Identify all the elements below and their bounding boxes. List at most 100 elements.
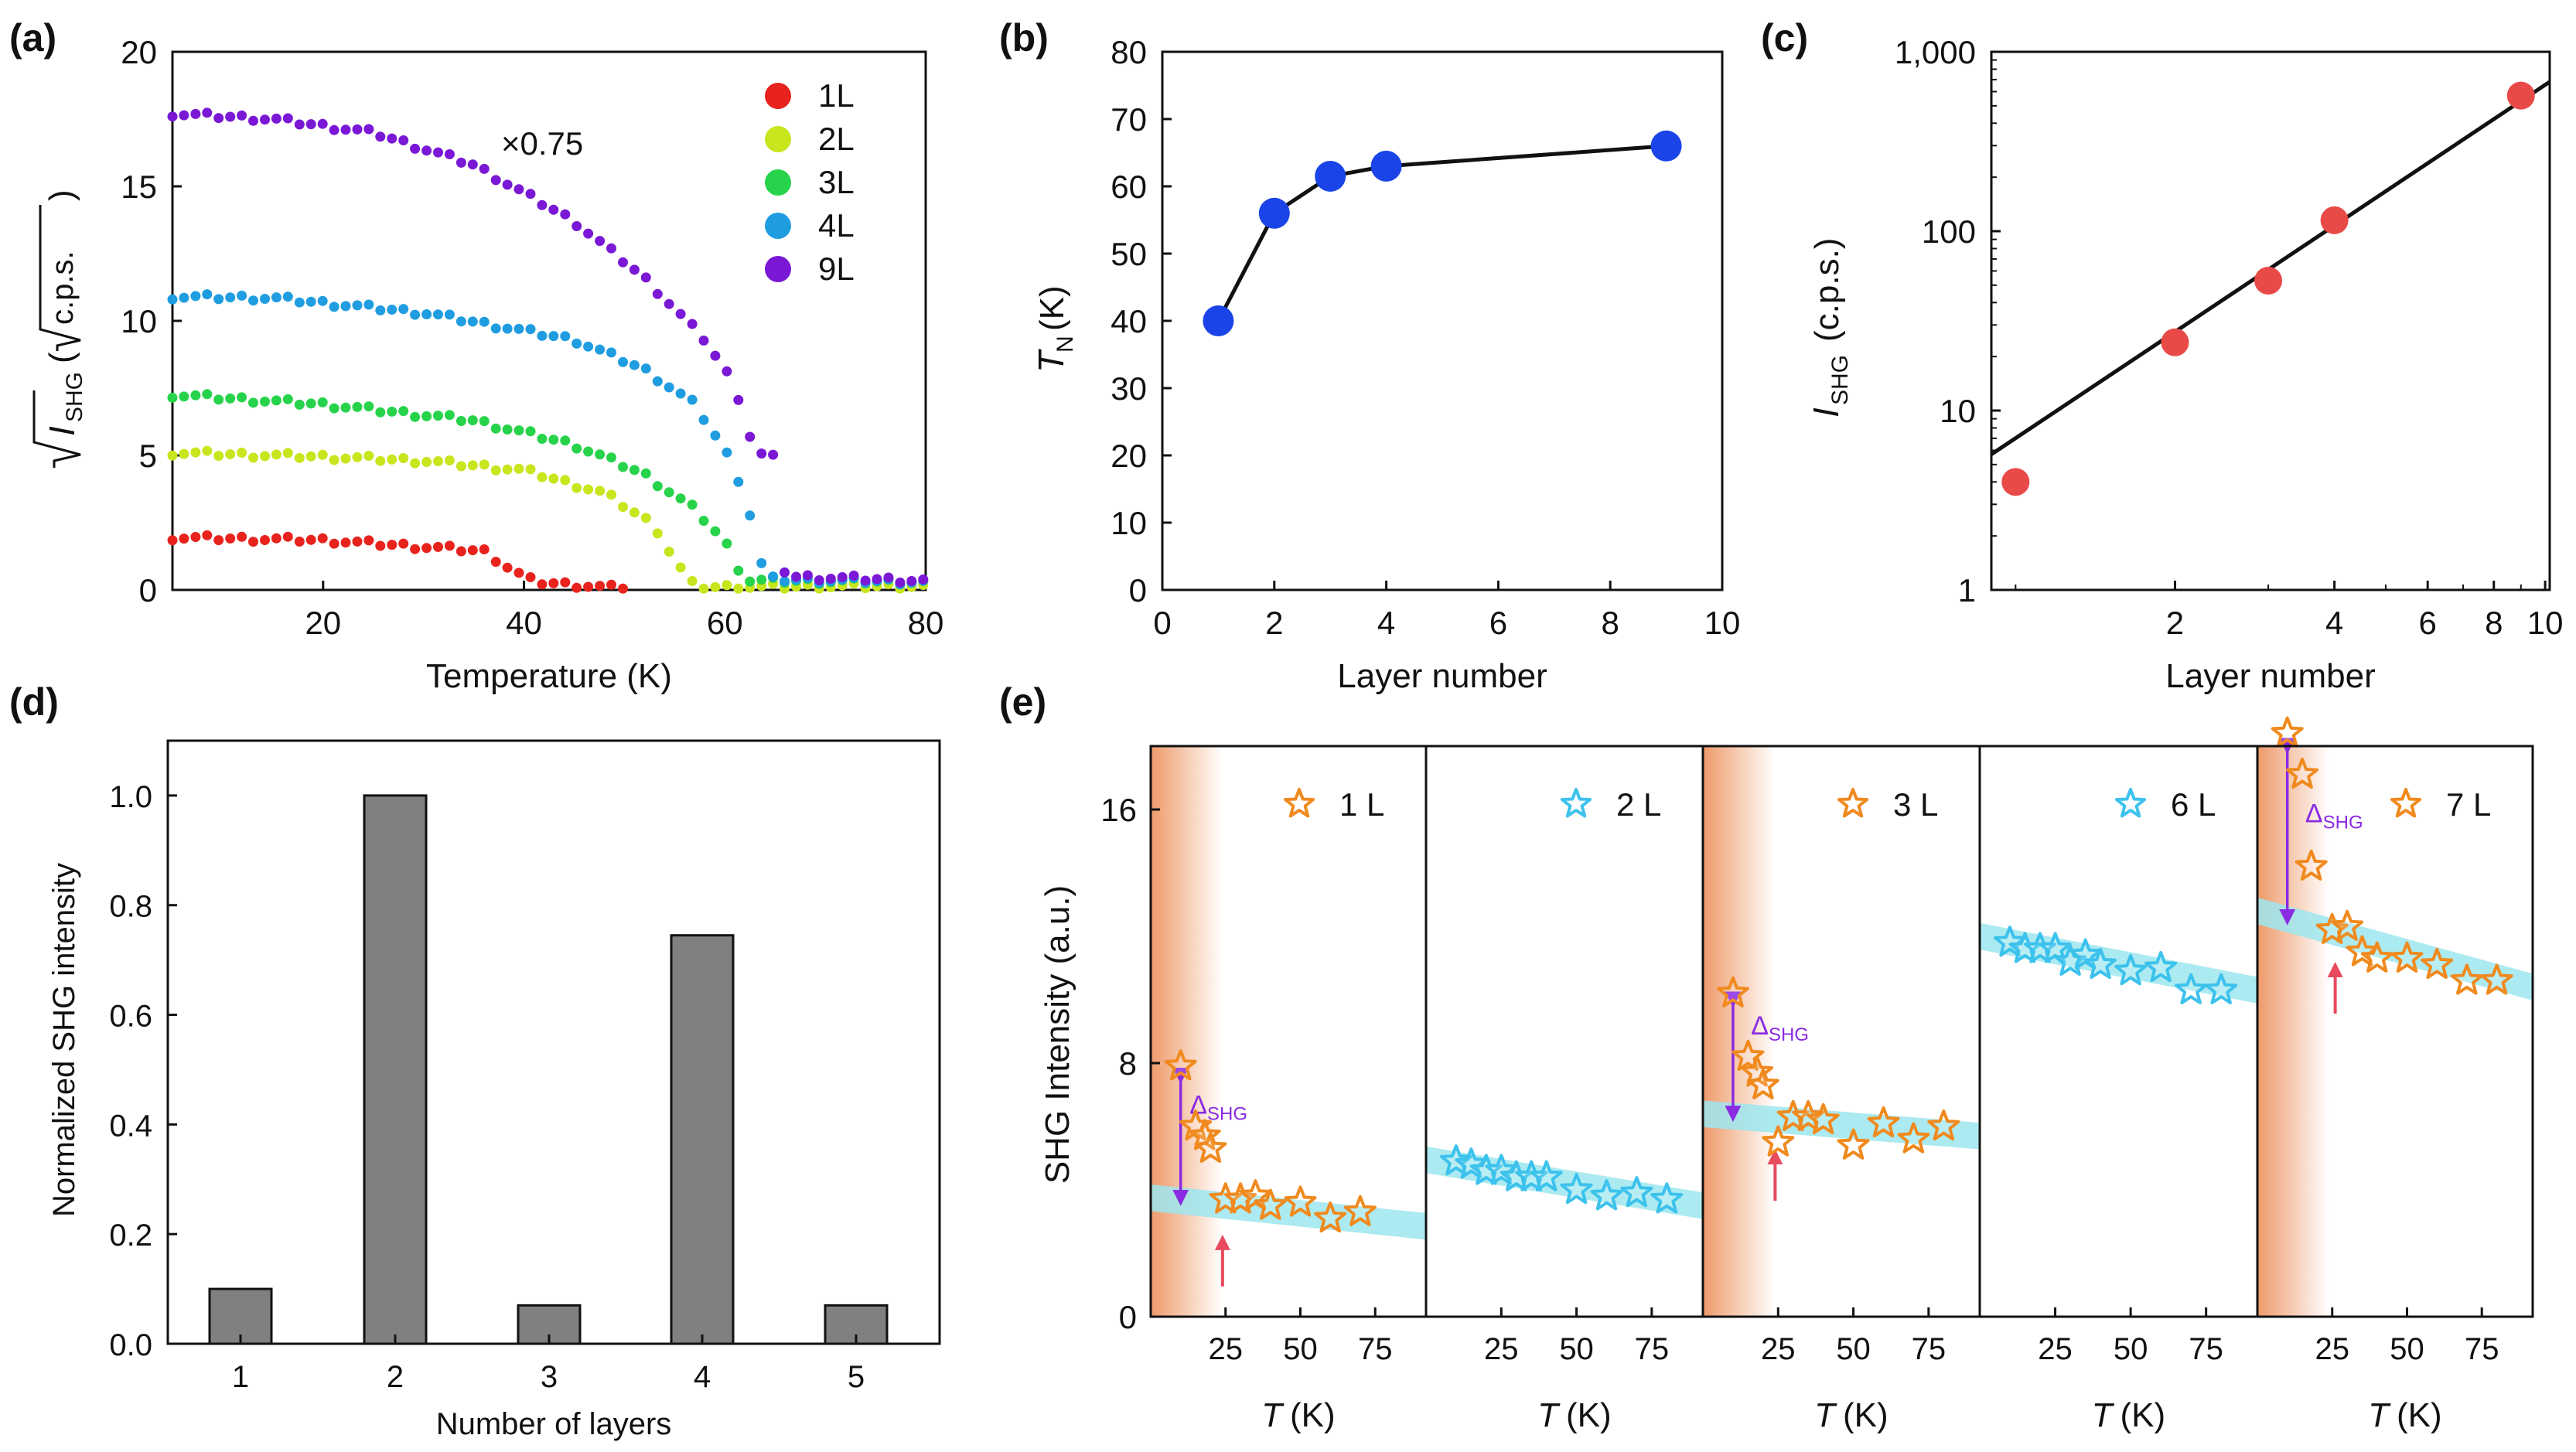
data-point-4L bbox=[340, 301, 351, 312]
legend-star bbox=[1837, 788, 1869, 818]
data-point-9L bbox=[687, 319, 698, 329]
plot-frame-c bbox=[1990, 50, 2551, 591]
x-tick-label-c: 10 bbox=[2527, 605, 2564, 641]
data-point-1L bbox=[606, 579, 616, 590]
data-point-c bbox=[2254, 266, 2283, 295]
data-point-3L bbox=[560, 435, 571, 446]
data-point-4L bbox=[537, 330, 548, 341]
star-marker bbox=[2114, 954, 2148, 986]
data-point-9L bbox=[398, 135, 409, 145]
data-point-3L bbox=[606, 452, 616, 463]
data-point-1L bbox=[305, 534, 316, 545]
star-marker bbox=[2295, 849, 2328, 881]
data-point-2L bbox=[525, 464, 536, 475]
data-point-9L bbox=[294, 119, 305, 130]
y-label-main-b: T bbox=[1031, 349, 1071, 373]
data-point-4L bbox=[421, 309, 432, 319]
data-point-c bbox=[2001, 468, 2030, 496]
x-axis-label-d: Number of layers bbox=[436, 1407, 672, 1441]
data-point-4L bbox=[455, 316, 466, 327]
data-point-1L bbox=[421, 543, 432, 554]
data-point-1L bbox=[363, 535, 374, 546]
x-tick-label-c: 6 bbox=[2419, 605, 2437, 641]
data-point-9L bbox=[502, 179, 513, 190]
low-temp-shading bbox=[2257, 746, 2329, 1317]
x-tick-label-b: 2 bbox=[1265, 605, 1283, 641]
data-point-3L bbox=[756, 574, 767, 585]
star-marker bbox=[2286, 757, 2319, 789]
data-point-4L bbox=[213, 294, 224, 305]
star-marker bbox=[1807, 1103, 1840, 1134]
data-point-2L bbox=[595, 486, 606, 496]
data-point-3L bbox=[410, 411, 421, 422]
data-point-4L bbox=[490, 323, 501, 334]
subplot-frame bbox=[1424, 745, 1704, 1318]
data-point-4L bbox=[398, 304, 409, 315]
series-2L bbox=[167, 445, 929, 594]
y-tick-label-b: 50 bbox=[1111, 236, 1147, 272]
data-point-3L bbox=[629, 465, 640, 475]
data-point-9L bbox=[618, 257, 628, 268]
x-label-unit: (K) bbox=[2397, 1396, 2442, 1434]
x-tick-label-e: 75 bbox=[1358, 1332, 1393, 1366]
data-point-2L bbox=[294, 452, 305, 463]
data-point-1L bbox=[271, 533, 281, 544]
x-tick-label-c: 8 bbox=[2485, 605, 2503, 641]
data-point-1L bbox=[294, 537, 305, 547]
x-tick-label-e: 25 bbox=[2038, 1332, 2073, 1366]
x-tick-label-e: 50 bbox=[1836, 1332, 1871, 1366]
data-point-9L bbox=[479, 163, 490, 174]
data-point-9L bbox=[455, 157, 466, 168]
y-tick-label-d: 0.8 bbox=[109, 890, 152, 924]
data-point-3L bbox=[179, 391, 189, 402]
data-point-9L bbox=[248, 115, 258, 126]
data-point-3L bbox=[375, 407, 386, 418]
y-label-sub-a: SHG bbox=[62, 372, 87, 422]
data-point-1L bbox=[513, 568, 524, 578]
data-point-9L bbox=[490, 175, 501, 186]
data-point-9L bbox=[317, 118, 328, 129]
delta-label: ΔSHG bbox=[1751, 1011, 1809, 1045]
x-tick-label-e: 25 bbox=[2315, 1332, 2349, 1366]
data-point-3L bbox=[363, 401, 374, 412]
data-point-4L bbox=[433, 309, 443, 320]
data-point-3L bbox=[595, 449, 606, 460]
x-label-T: T bbox=[1261, 1396, 1285, 1434]
data-point-9L bbox=[745, 431, 756, 442]
data-point-9L bbox=[883, 572, 894, 583]
data-point-2L bbox=[537, 472, 548, 482]
data-point-3L bbox=[745, 576, 756, 587]
panel-d-chart: 0.0 0.2 0.4 0.6 0.8 1.0 1 2 3 4 5 Number of layers N… bbox=[47, 739, 941, 1441]
series-4L bbox=[167, 289, 929, 590]
data-point-b bbox=[1258, 197, 1290, 229]
data-point-2L bbox=[640, 513, 651, 523]
data-point-4L bbox=[629, 360, 640, 370]
data-point-9L bbox=[190, 108, 201, 119]
x-tick-label-e: 50 bbox=[1559, 1332, 1594, 1366]
trend-band bbox=[1703, 1100, 1980, 1150]
y-tick-label-a: 0 bbox=[139, 572, 157, 608]
data-point-4L bbox=[560, 331, 571, 342]
data-point-1L bbox=[455, 546, 466, 557]
legend-label-3L: 3L bbox=[818, 164, 855, 200]
y-tick-label-b: 20 bbox=[1111, 438, 1147, 474]
y-tick-label-b: 40 bbox=[1111, 303, 1147, 339]
data-point-2L bbox=[433, 456, 443, 466]
data-point-2L bbox=[305, 451, 316, 462]
y-tick-label-d: 0.2 bbox=[109, 1219, 152, 1253]
data-point-4L bbox=[675, 388, 686, 399]
data-point-b bbox=[1203, 305, 1234, 336]
legend-marker-2L bbox=[765, 126, 791, 152]
star-marker bbox=[2175, 973, 2208, 1004]
x-tick-label-c: 4 bbox=[2325, 605, 2343, 641]
y-tick-label-e: 0 bbox=[1119, 1299, 1137, 1335]
data-point-1L bbox=[398, 538, 409, 549]
data-point-1L bbox=[352, 536, 363, 547]
data-point-9L bbox=[525, 189, 536, 199]
data-point-9L bbox=[375, 131, 386, 142]
data-point-4L bbox=[237, 290, 247, 301]
y-label-unit-a: c.p.s. bbox=[46, 251, 80, 325]
data-point-1L bbox=[190, 532, 201, 542]
star-marker bbox=[2205, 973, 2238, 1004]
